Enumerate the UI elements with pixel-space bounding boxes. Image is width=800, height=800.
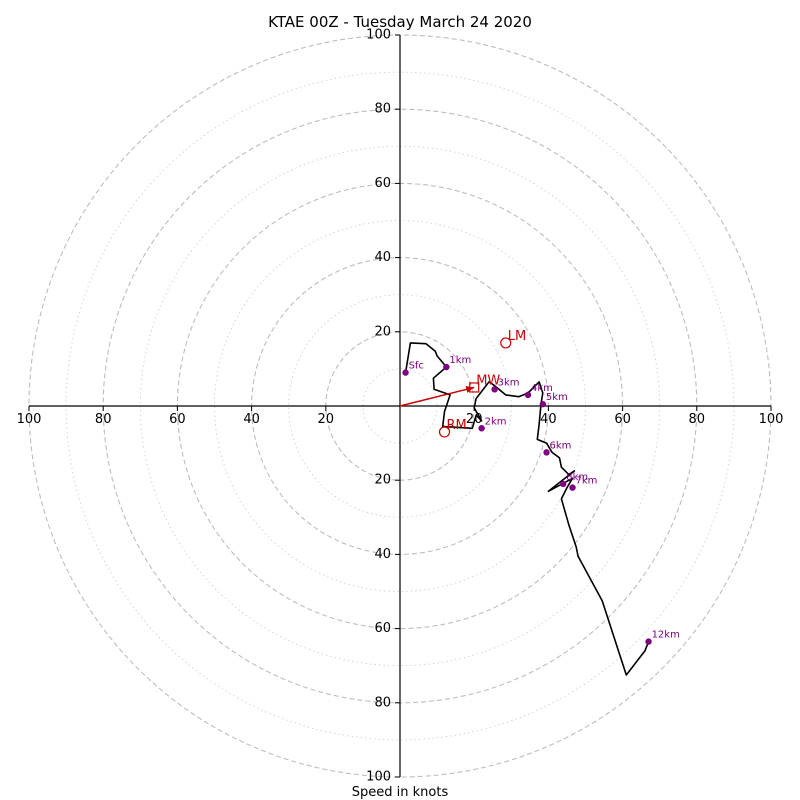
height-marker-label: 4km xyxy=(531,383,553,394)
height-marker-dot xyxy=(539,400,547,408)
height-marker-label: 2km xyxy=(485,416,507,427)
height-marker-dot xyxy=(569,484,576,491)
height-marker-label: 5km xyxy=(546,392,568,403)
height-marker-label: 6km xyxy=(550,440,572,451)
tick-label: 100 xyxy=(366,770,391,785)
tick-label: 80 xyxy=(689,412,706,427)
height-marker-label: 7km xyxy=(576,476,598,487)
mean-wind-marker xyxy=(469,382,480,393)
tick-label: 60 xyxy=(614,412,631,427)
height-marker-label: 1km xyxy=(449,355,471,366)
wind-trace xyxy=(404,342,650,676)
tick-label: 40 xyxy=(243,412,260,427)
height-marker-dot xyxy=(491,386,498,393)
height-marker-label: 12km xyxy=(652,630,680,641)
x-axis-label: Speed in knots xyxy=(352,785,449,800)
tick-label: 100 xyxy=(366,28,391,43)
tick-label: 20 xyxy=(318,412,335,427)
tick-label: 20 xyxy=(374,473,391,488)
height-marker-dot xyxy=(645,638,652,645)
mean-wind-label: MW xyxy=(476,373,500,388)
tick-label: 100 xyxy=(17,412,42,427)
tick-label: 40 xyxy=(374,547,391,562)
right-mover-label: RM xyxy=(447,418,467,433)
height-marker-label: 3km xyxy=(498,377,520,388)
height-marker-label: Sfc xyxy=(409,361,424,372)
height-marker-dot xyxy=(543,449,550,456)
left-mover-marker xyxy=(500,337,512,349)
height-marker-dot xyxy=(478,425,485,432)
mean-wind-vector xyxy=(399,386,475,407)
left-mover-label: LM xyxy=(508,329,526,344)
wind-trace-line xyxy=(404,342,650,676)
tick-label: 60 xyxy=(169,412,186,427)
tick-label: 60 xyxy=(374,176,391,191)
tick-label: 40 xyxy=(374,250,391,265)
chart-title: KTAE 00Z - Tuesday March 24 2020 xyxy=(268,13,532,31)
tick-label: 80 xyxy=(374,695,391,710)
height-marker-dot xyxy=(402,369,409,376)
tick-label: 100 xyxy=(759,412,784,427)
height-marker-dot xyxy=(560,480,567,488)
storm-motion: LM RM MW xyxy=(399,329,526,438)
height-marker-dot xyxy=(443,363,450,371)
tick-label: 80 xyxy=(95,412,112,427)
right-mover-marker xyxy=(438,426,451,438)
tick-label: 20 xyxy=(374,324,391,339)
height-marker-label: 8km xyxy=(566,472,588,483)
tick-label: 40 xyxy=(540,412,557,427)
tick-label: 80 xyxy=(374,102,391,117)
tick-label: 60 xyxy=(374,621,391,636)
height-marker-dot xyxy=(524,391,532,399)
